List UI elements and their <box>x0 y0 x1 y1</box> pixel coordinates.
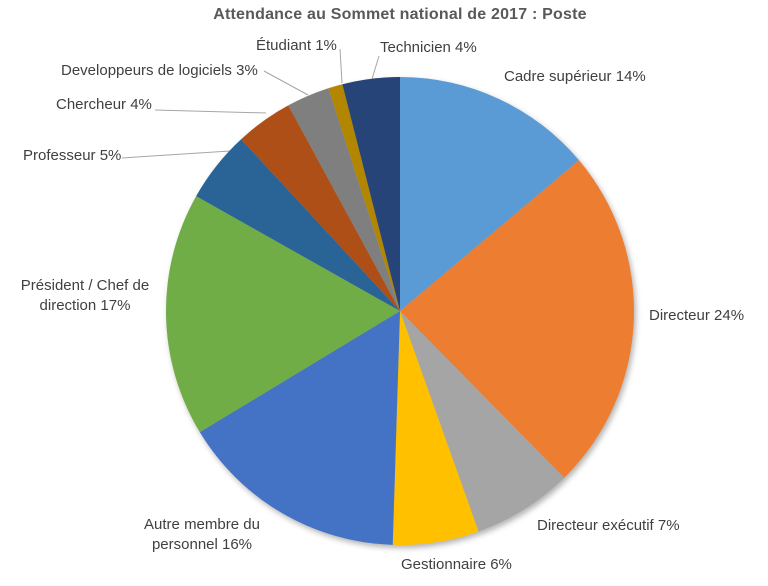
leader-line-professeur <box>121 150 231 159</box>
data-label-autre-membre-du-personnel: Autre membre du personnel 16% <box>144 516 260 553</box>
data-label-cadre-superieur: Cadre supérieur 14% <box>504 68 646 85</box>
leader-line-developpeurs-de-logiciels <box>263 70 309 96</box>
data-label-gestionnaire: Gestionnaire 6% <box>401 556 512 573</box>
pie-slice-president-chef-de-direction <box>166 196 400 433</box>
pie-slice-chercheur <box>241 105 400 311</box>
pie-slice-etudiant <box>328 84 400 312</box>
data-label-etudiant: Étudiant 1% <box>256 37 337 54</box>
pie-slice-gestionnaire <box>392 311 479 546</box>
pie-slice-cadre-superieur <box>400 77 579 311</box>
data-label-professeur: Professeur 5% <box>23 147 122 164</box>
pie-slice-professeur <box>196 139 400 311</box>
pie-slice-technicien <box>342 77 400 311</box>
data-label-president-chef-de-direction: Président / Chef de direction 17% <box>20 277 150 314</box>
leader-line-chercheur <box>154 109 267 114</box>
data-label-developpeurs-de-logiciels: Developpeurs de logiciels 3% <box>61 62 258 79</box>
pie-slice-directeur <box>400 160 634 478</box>
leader-line-etudiant <box>339 48 343 84</box>
leader-lines <box>121 48 380 159</box>
data-label-chercheur: Chercheur 4% <box>56 96 152 113</box>
pie-slice-autre-membre-du-personnel <box>199 311 400 545</box>
leader-line-technicien <box>371 55 380 80</box>
data-label-directeur-executif: Directeur exécutif 7% <box>537 517 680 534</box>
data-label-technicien: Technicien 4% <box>380 39 477 56</box>
chart-title: Attendance au Sommet national de 2017 : … <box>213 6 587 23</box>
pie-slice-developpeurs-de-logiciels <box>288 88 400 311</box>
pie-slices <box>166 77 634 546</box>
pie-slice-directeur-executif <box>400 311 565 532</box>
data-label-directeur: Directeur 24% <box>649 307 745 324</box>
